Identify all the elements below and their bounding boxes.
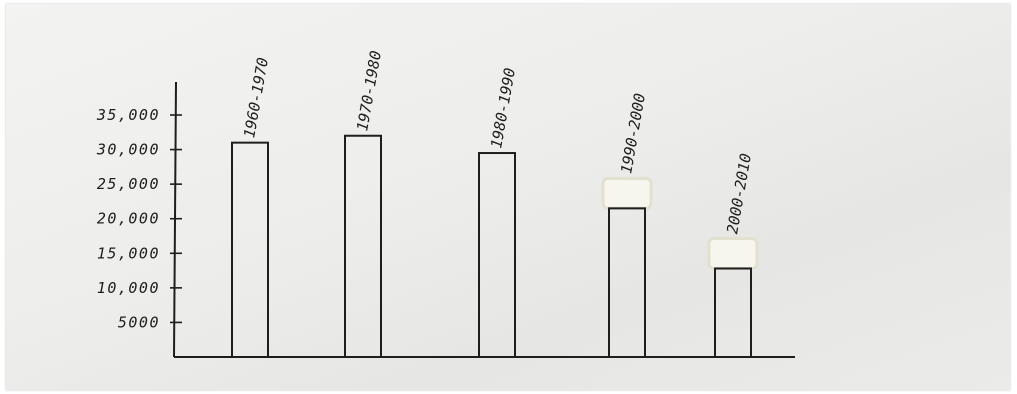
y-tick-label: 35,000 <box>96 106 160 124</box>
bar <box>344 134 382 358</box>
y-tick-label: 20,000 <box>97 210 160 228</box>
y-tick-label: 15,000 <box>97 244 160 262</box>
bar <box>231 141 269 358</box>
bar <box>714 267 752 358</box>
bar <box>608 207 646 358</box>
bar <box>478 152 516 358</box>
bars <box>231 134 759 358</box>
correction-patch <box>707 236 759 270</box>
y-axis-ticks: 5000 10,000 15,000 20,000 25,000 30,000 35,000 <box>96 106 182 331</box>
correction-patch <box>601 176 653 210</box>
x-tick-label: 1990-2000 <box>617 92 649 175</box>
y-tick-label: 30,000 <box>96 141 160 159</box>
y-tick-label: 5000 <box>118 313 160 331</box>
x-tick-label: 1960-1970 <box>240 56 272 139</box>
x-tick-label: 2000-2010 <box>723 152 755 235</box>
x-tick-label: 1980-1990 <box>487 67 519 150</box>
x-tick-label: 1970-1980 <box>353 49 385 132</box>
y-tick-label: 10,000 <box>97 279 160 297</box>
y-tick-label: 25,000 <box>97 175 160 193</box>
x-axis-labels: 1960-1970 1970-1980 1980-1990 1990-2000 2000… <box>240 49 755 235</box>
